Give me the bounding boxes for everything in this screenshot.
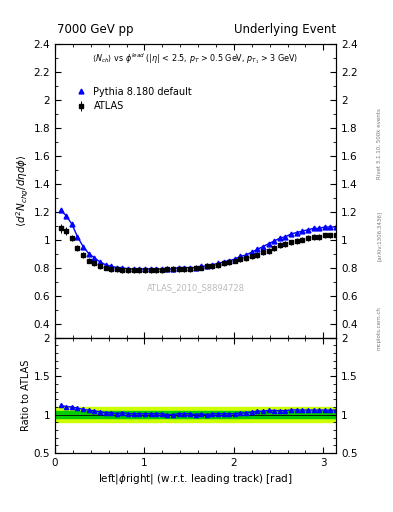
Pythia 8.180 default xyxy=(328,224,333,230)
Pythia 8.180 default xyxy=(193,265,198,271)
Pythia 8.180 default xyxy=(86,250,91,257)
Pythia 8.180 default xyxy=(238,253,243,260)
Pythia 8.180 default xyxy=(137,266,142,272)
Pythia 8.180 default xyxy=(317,225,321,231)
Pythia 8.180 default xyxy=(322,224,327,230)
Pythia 8.180 default xyxy=(227,258,231,264)
Pythia 8.180 default xyxy=(97,259,102,265)
Pythia 8.180 default xyxy=(92,254,97,261)
Pythia 8.180 default xyxy=(165,266,170,272)
Pythia 8.180 default xyxy=(210,262,215,268)
Pythia 8.180 default xyxy=(261,244,265,250)
Pythia 8.180 default xyxy=(283,233,288,240)
Text: 7000 GeV pp: 7000 GeV pp xyxy=(57,23,134,36)
Pythia 8.180 default xyxy=(81,244,86,250)
Pythia 8.180 default xyxy=(249,249,254,255)
Text: [arXiv:1306.3436]: [arXiv:1306.3436] xyxy=(377,210,382,261)
Pythia 8.180 default xyxy=(334,224,338,230)
Bar xyxy=(55,407,336,422)
Line: Pythia 8.180 default: Pythia 8.180 default xyxy=(58,208,338,271)
Pythia 8.180 default xyxy=(244,252,248,258)
Text: ATLAS_2010_S8894728: ATLAS_2010_S8894728 xyxy=(147,283,244,292)
Pythia 8.180 default xyxy=(216,260,220,266)
Pythia 8.180 default xyxy=(154,266,158,272)
Pythia 8.180 default xyxy=(75,233,80,240)
Pythia 8.180 default xyxy=(255,246,260,252)
Pythia 8.180 default xyxy=(131,266,136,272)
Y-axis label: Ratio to ATLAS: Ratio to ATLAS xyxy=(21,359,31,431)
Pythia 8.180 default xyxy=(199,263,204,269)
Pythia 8.180 default xyxy=(311,225,316,231)
Pythia 8.180 default xyxy=(277,235,282,241)
Text: Rivet 3.1.10, 500k events: Rivet 3.1.10, 500k events xyxy=(377,108,382,179)
Pythia 8.180 default xyxy=(233,256,237,262)
Pythia 8.180 default xyxy=(58,207,63,213)
Pythia 8.180 default xyxy=(182,265,187,271)
Pythia 8.180 default xyxy=(294,229,299,236)
Pythia 8.180 default xyxy=(289,231,294,237)
Text: $\langle N_{ch}\rangle$ vs $\phi^{lead}$ ($|\eta|$ < 2.5, $p_T$ > 0.5 GeV, $p_{T: $\langle N_{ch}\rangle$ vs $\phi^{lead}$… xyxy=(92,51,299,66)
Pythia 8.180 default xyxy=(109,263,114,269)
Pythia 8.180 default xyxy=(148,266,153,272)
Pythia 8.180 default xyxy=(126,266,130,272)
Pythia 8.180 default xyxy=(171,266,175,272)
Pythia 8.180 default xyxy=(221,259,226,265)
X-axis label: left|$\phi$right| (w.r.t. leading track) [rad]: left|$\phi$right| (w.r.t. leading track)… xyxy=(98,472,293,486)
Text: Underlying Event: Underlying Event xyxy=(234,23,336,36)
Pythia 8.180 default xyxy=(160,266,164,272)
Pythia 8.180 default xyxy=(143,266,147,272)
Bar xyxy=(55,411,336,418)
Pythia 8.180 default xyxy=(187,265,192,271)
Legend: Pythia 8.180 default, ATLAS: Pythia 8.180 default, ATLAS xyxy=(71,83,195,114)
Text: mcplots.cern.ch: mcplots.cern.ch xyxy=(377,306,382,350)
Pythia 8.180 default xyxy=(204,263,209,269)
Pythia 8.180 default xyxy=(272,238,277,244)
Pythia 8.180 default xyxy=(266,241,271,247)
Y-axis label: $\langle d^2 N_{chg}/d\eta d\phi \rangle$: $\langle d^2 N_{chg}/d\eta d\phi \rangle… xyxy=(15,154,31,227)
Pythia 8.180 default xyxy=(300,228,305,234)
Pythia 8.180 default xyxy=(120,265,125,271)
Pythia 8.180 default xyxy=(176,265,181,271)
Pythia 8.180 default xyxy=(64,212,69,219)
Pythia 8.180 default xyxy=(305,227,310,233)
Pythia 8.180 default xyxy=(103,262,108,268)
Pythia 8.180 default xyxy=(70,221,74,227)
Pythia 8.180 default xyxy=(114,265,119,271)
